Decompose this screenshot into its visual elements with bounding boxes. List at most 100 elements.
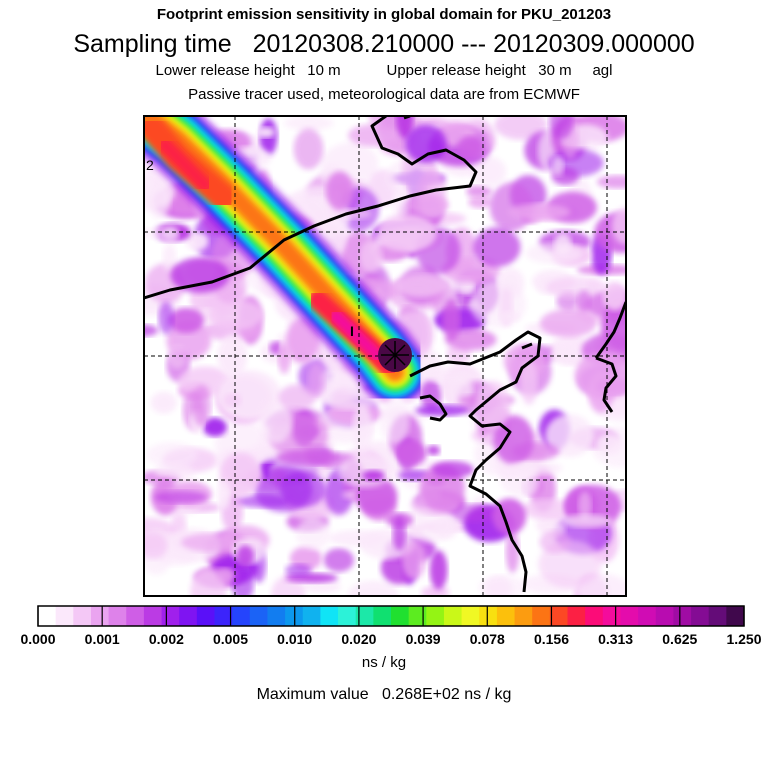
sensitivity-blotch bbox=[394, 274, 447, 298]
sensitivity-blotch bbox=[561, 514, 614, 528]
sensitivity-blotch bbox=[170, 257, 230, 294]
sensitivity-blotch bbox=[293, 128, 324, 170]
sensitivity-blotch bbox=[392, 187, 410, 219]
sensitivity-blotch bbox=[476, 381, 511, 430]
colorbar-swatch bbox=[443, 606, 462, 626]
sensitivity-blotch bbox=[154, 490, 208, 504]
sensitivity-blotch bbox=[578, 491, 592, 521]
sensitivity-blotch bbox=[219, 452, 262, 497]
sensitivity-blotch bbox=[337, 455, 392, 488]
sensitivity-blotch bbox=[359, 239, 383, 273]
sensitivity-blotch bbox=[546, 276, 608, 299]
map-area: 2 I bbox=[144, 116, 626, 596]
sensitivity-blotch bbox=[284, 116, 334, 131]
coastline-segment bbox=[409, 330, 542, 593]
plume bbox=[144, 116, 431, 408]
plume-core bbox=[330, 310, 384, 362]
sensitivity-blotch bbox=[508, 461, 563, 475]
sensitivity-blotch bbox=[442, 298, 461, 341]
colorbar-swatch bbox=[479, 606, 498, 626]
max-value-line: Maximum value 0.268E+02 ns / kg bbox=[0, 686, 768, 704]
sampling-time-end: 20120309.000000 bbox=[493, 30, 695, 58]
sensitivity-blotch bbox=[507, 203, 571, 221]
sensitivity-blotch bbox=[347, 580, 399, 596]
colorbar-swatch bbox=[232, 606, 251, 626]
sensitivity-blotch bbox=[525, 242, 583, 264]
sensitivity-blotch bbox=[168, 307, 205, 333]
map-frame bbox=[143, 115, 627, 597]
upper-release-value: 30 m bbox=[538, 62, 572, 79]
colorbar-swatch bbox=[267, 606, 286, 626]
coastline-segment bbox=[419, 394, 448, 422]
colorbar: 0.000 0.001 0.002 0.005 0.010 0.020 0.039 0.078… bbox=[20, 605, 762, 647]
max-value: 0.268E+02 bbox=[381, 686, 460, 703]
colorbar-swatch bbox=[426, 606, 445, 626]
colorbar-tick-label: 0.313 bbox=[598, 631, 633, 647]
colorbar-tick-label: 0.005 bbox=[213, 631, 248, 647]
sensitivity-blotch bbox=[612, 207, 626, 245]
sensitivity-blotch bbox=[285, 563, 312, 577]
colorbar-swatch bbox=[179, 606, 198, 626]
sensitivity-blotch bbox=[549, 116, 573, 140]
max-value-label: Maximum value bbox=[256, 686, 369, 703]
sensitivity-blotch bbox=[426, 445, 441, 456]
colorbar-swatch bbox=[38, 606, 57, 626]
sensitivity-blotch bbox=[457, 135, 484, 160]
coastline-segment bbox=[594, 301, 626, 359]
sensitivity-blotch bbox=[295, 518, 331, 550]
sensitivity-blotch bbox=[494, 116, 548, 140]
sensitivity-blotch bbox=[407, 194, 449, 215]
colorbar-swatch bbox=[673, 606, 692, 626]
sensitivity-blotch bbox=[429, 550, 448, 590]
colorbar-tick-label: 0.625 bbox=[662, 631, 697, 647]
sensitivity-blotch bbox=[522, 498, 578, 520]
sensitivity-blotch bbox=[396, 116, 414, 139]
sensitivity-blotch bbox=[231, 569, 254, 596]
colorbar-swatch bbox=[338, 606, 357, 626]
sensitivity-blotch bbox=[146, 179, 171, 219]
sensitivity-blotch bbox=[466, 185, 492, 198]
colorbar-swatch bbox=[708, 606, 727, 626]
colorbar-swatch bbox=[126, 606, 145, 626]
colorbar-swatch bbox=[602, 606, 621, 626]
colorbar-tick-label: 0.000 bbox=[20, 631, 55, 647]
sensitivity-blotch bbox=[158, 301, 174, 335]
colorbar-swatch bbox=[408, 606, 427, 626]
sensitivity-blotch bbox=[150, 391, 177, 414]
sensitivity-blotch bbox=[163, 225, 179, 245]
sensitivity-blotch bbox=[144, 324, 159, 337]
plume-core bbox=[158, 138, 212, 192]
sensitivity-blotch bbox=[348, 124, 401, 147]
sensitivity-blotch bbox=[539, 309, 597, 338]
grid-lines bbox=[144, 116, 626, 596]
lower-release-value: 10 m bbox=[307, 62, 341, 79]
release-heights: Lower release height 10 m Upper release … bbox=[0, 62, 768, 79]
sensitivity-blotch bbox=[554, 232, 572, 256]
sensitivity-blotch bbox=[323, 548, 354, 573]
colorbar-swatch bbox=[143, 606, 162, 626]
colorbar-swatch bbox=[549, 606, 568, 626]
colorbar-swatch bbox=[320, 606, 339, 626]
sensitivity-blotch bbox=[602, 281, 626, 311]
colorbar-tick-label: 0.002 bbox=[149, 631, 184, 647]
colorbar-swatch bbox=[73, 606, 92, 626]
colorbar-swatch bbox=[638, 606, 657, 626]
sensitivity-blotch bbox=[202, 417, 227, 437]
sensitivity-blotch bbox=[277, 342, 291, 374]
tracer-info: Passive tracer used, meteorological data… bbox=[188, 86, 580, 103]
colorbar-swatch bbox=[514, 606, 533, 626]
sensitivity-blotch bbox=[468, 195, 492, 209]
sensitivity-blotch bbox=[192, 385, 212, 427]
colorbar-units: ns / kg bbox=[361, 654, 407, 671]
colorbar-swatch bbox=[90, 606, 109, 626]
colorbar-swatch bbox=[620, 606, 639, 626]
coastline-segment bbox=[144, 116, 478, 300]
sensitivity-blotch bbox=[520, 360, 538, 405]
sensitivity-blotch bbox=[470, 156, 507, 187]
sensitivity-blotch bbox=[478, 575, 526, 596]
sensitivity-blotch bbox=[421, 586, 450, 596]
sensitivity-blotch bbox=[278, 384, 316, 411]
sensitivity-blotch bbox=[322, 388, 381, 410]
sensitivity-blotch bbox=[325, 171, 354, 211]
